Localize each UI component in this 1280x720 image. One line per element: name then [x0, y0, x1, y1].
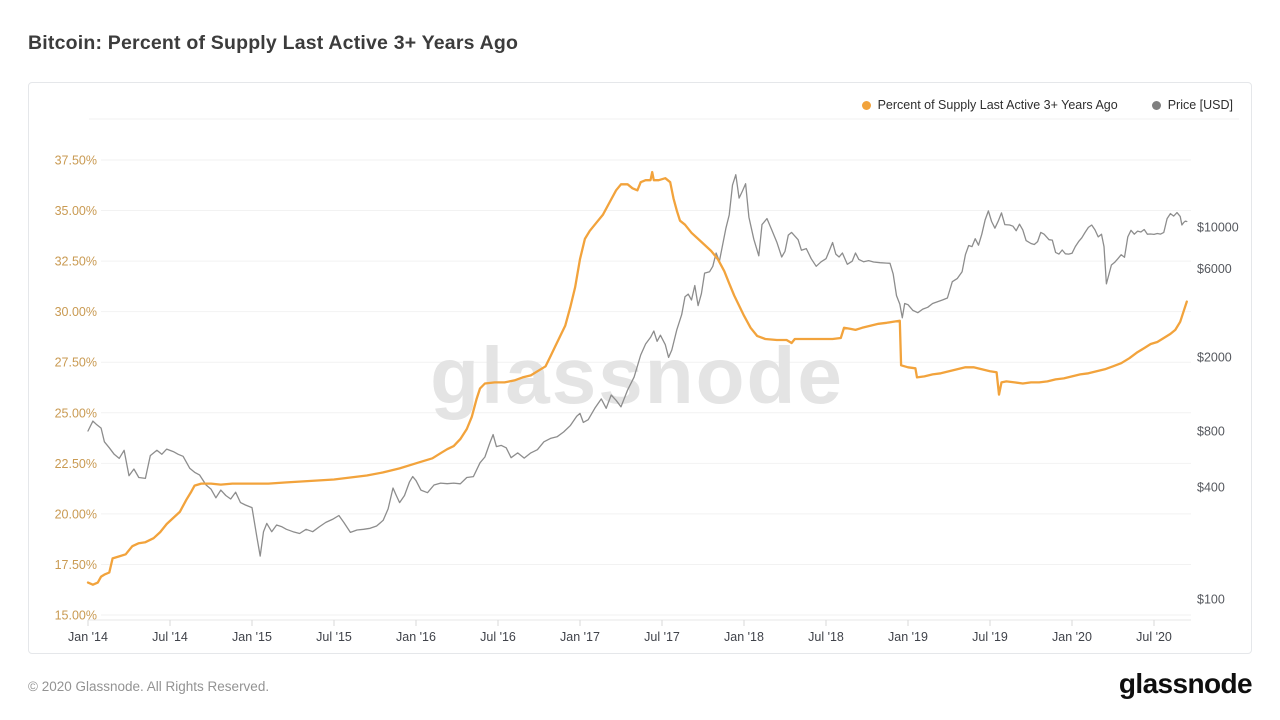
right-tick-label: $2000	[1197, 351, 1232, 365]
right-tick-label: $10000	[1197, 221, 1239, 235]
x-tick-label: Jul '15	[316, 630, 352, 644]
left-tick-label: 30.00%	[55, 305, 97, 319]
right-tick-label: $6000	[1197, 262, 1232, 276]
x-tick-label: Jul '14	[152, 630, 188, 644]
legend-label-percent: Percent of Supply Last Active 3+ Years A…	[877, 98, 1118, 112]
price-series-line	[87, 174, 1188, 557]
x-tick-label: Jan '19	[888, 630, 928, 644]
left-tick-label: 37.50%	[55, 154, 97, 168]
x-tick-label: Jan '15	[232, 630, 272, 644]
page-title: Bitcoin: Percent of Supply Last Active 3…	[28, 32, 519, 54]
legend-label-price: Price [USD]	[1167, 98, 1233, 112]
x-tick-label: Jul '17	[644, 630, 680, 644]
legend-item-price[interactable]: Price [USD]	[1151, 98, 1233, 112]
left-tick-label: 22.50%	[55, 457, 97, 471]
watermark: glassnode	[430, 331, 844, 420]
left-tick-label: 20.00%	[55, 507, 97, 521]
legend-item-percent-supply[interactable]: Percent of Supply Last Active 3+ Years A…	[861, 98, 1118, 112]
left-tick-label: 15.00%	[55, 608, 97, 622]
right-tick-label: $800	[1197, 425, 1225, 439]
x-tick-label: Jan '14	[68, 630, 108, 644]
right-tick-label: $400	[1197, 481, 1225, 495]
x-tick-label: Jul '18	[808, 630, 844, 644]
x-tick-label: Jan '20	[1052, 630, 1092, 644]
percent-supply-series-line	[86, 170, 1188, 586]
chart-card: Percent of Supply Last Active 3+ Years A…	[28, 82, 1252, 654]
glassnode-logo: glassnode	[1118, 668, 1253, 699]
left-tick-label: 35.00%	[55, 204, 97, 218]
left-tick-label: 27.50%	[55, 356, 97, 370]
chart-legend: Percent of Supply Last Active 3+ Years A…	[861, 98, 1233, 112]
x-tick-label: Jul '20	[1136, 630, 1172, 644]
left-tick-label: 17.50%	[55, 558, 97, 572]
x-tick-label: Jul '16	[480, 630, 516, 644]
x-tick-label: Jan '17	[560, 630, 600, 644]
percent-supply-price-chart[interactable]: glassnode Jan '14 Jul '14 Jan '15 Jul '15 Jan…	[29, 83, 1251, 653]
x-tick-label: Jan '16	[396, 630, 436, 644]
left-tick-label: 32.50%	[55, 255, 97, 269]
legend-dot-percent-icon	[861, 100, 871, 110]
footer-copyright: © 2020 Glassnode. All Rights Reserved.	[28, 679, 270, 694]
right-tick-label: $100	[1197, 593, 1225, 607]
left-tick-label: 25.00%	[55, 406, 97, 420]
legend-dot-price-icon	[1151, 100, 1161, 110]
x-tick-label: Jul '19	[972, 630, 1008, 644]
x-tick-label: Jan '18	[724, 630, 764, 644]
